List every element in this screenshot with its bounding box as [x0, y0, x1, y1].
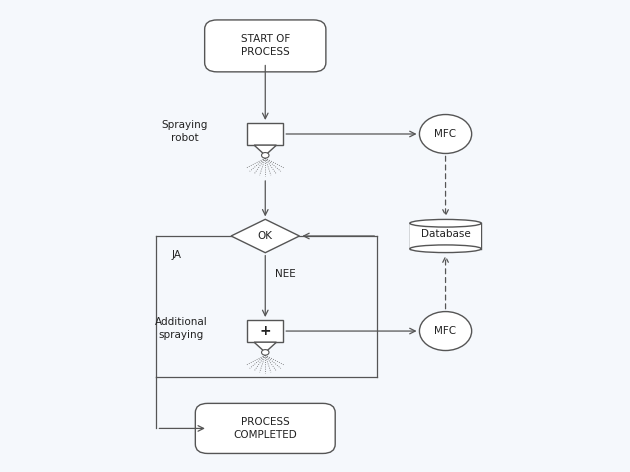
- FancyBboxPatch shape: [205, 20, 326, 72]
- FancyBboxPatch shape: [247, 123, 284, 145]
- Text: JA: JA: [172, 250, 182, 260]
- Polygon shape: [254, 145, 277, 155]
- Text: MFC: MFC: [435, 326, 457, 336]
- Ellipse shape: [410, 219, 481, 227]
- Polygon shape: [410, 223, 481, 249]
- Text: NEE: NEE: [275, 269, 295, 278]
- Circle shape: [261, 350, 269, 355]
- Text: Database: Database: [421, 228, 471, 239]
- FancyBboxPatch shape: [247, 320, 284, 342]
- Text: +: +: [260, 324, 271, 338]
- Circle shape: [261, 152, 269, 158]
- Text: MFC: MFC: [435, 129, 457, 139]
- Text: PROCESS
COMPLETED: PROCESS COMPLETED: [233, 417, 297, 440]
- Polygon shape: [254, 342, 277, 353]
- Text: START OF
PROCESS: START OF PROCESS: [241, 34, 290, 57]
- Circle shape: [420, 312, 472, 351]
- Text: OK: OK: [258, 231, 273, 241]
- Polygon shape: [231, 219, 299, 253]
- Text: Additional
spraying: Additional spraying: [155, 317, 208, 340]
- FancyBboxPatch shape: [195, 404, 335, 454]
- Circle shape: [420, 115, 472, 153]
- Text: Spraying
robot: Spraying robot: [161, 120, 208, 143]
- Ellipse shape: [410, 245, 481, 253]
